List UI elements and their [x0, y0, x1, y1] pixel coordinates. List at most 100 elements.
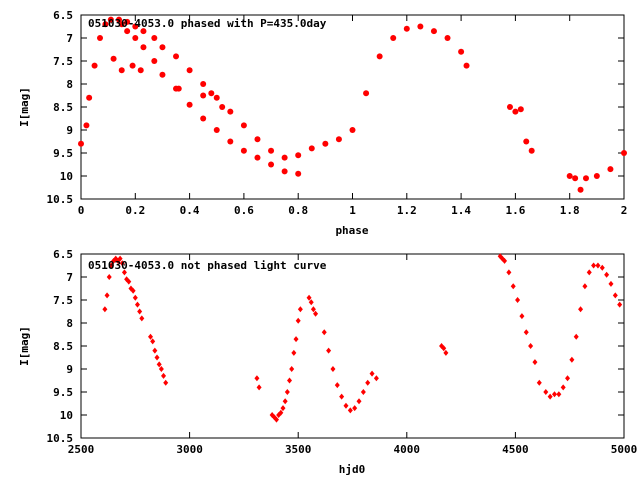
phased-data-point	[219, 104, 226, 110]
phased-data-point	[295, 170, 302, 177]
light-curve-x-tick-label: 4500	[502, 443, 529, 456]
phased-data-point	[118, 21, 125, 28]
phased-x-tick-label: 0.2	[125, 204, 145, 217]
phased-data-point	[512, 108, 519, 115]
light-curve-data-point	[617, 301, 623, 308]
phased-data-point	[208, 90, 215, 97]
phased-data-point	[97, 35, 104, 41]
light-curve-data-point	[326, 347, 332, 354]
light-curve-data-point	[360, 389, 366, 395]
phased-x-tick-label: 0	[78, 204, 85, 217]
light-curve-data-point	[352, 405, 358, 412]
light-curve-data-point	[560, 384, 566, 391]
light-curve-data-point	[308, 299, 314, 306]
phased-data-point	[240, 122, 247, 129]
light-curve-x-tick-label: 3000	[176, 443, 203, 456]
phased-data-point	[107, 16, 114, 23]
light-curve-data-point	[256, 384, 262, 391]
light-curve-data-point	[356, 398, 362, 405]
light-curve-data-point	[273, 416, 279, 423]
light-curve-data-point	[510, 283, 516, 290]
light-curve-data-point	[119, 260, 125, 267]
phased-data-point	[213, 127, 220, 133]
phased-data-point	[132, 23, 139, 30]
light-curve-data-point	[282, 398, 288, 405]
phased-data-point	[159, 44, 166, 51]
light-curve-data-point	[532, 359, 538, 366]
light-curve-data-point	[543, 389, 549, 395]
phased-x-tick-label: 1	[349, 204, 356, 217]
light-curve-data-point	[106, 274, 112, 280]
light-curve-x-tick-label: 2500	[68, 443, 95, 456]
phased-data-point	[390, 35, 397, 41]
phased-data-point	[124, 28, 131, 35]
light-curve-x-ticks: 2500 3000 3500 4000 4500 5000	[68, 254, 637, 456]
light-curve-y-tick-label: 9	[66, 363, 73, 376]
light-curve-x-tick-label: 3500	[285, 443, 312, 456]
light-curve-data-point	[578, 306, 584, 313]
phased-x-tick-label: 0.8	[288, 204, 308, 217]
light-curve-data-point	[126, 278, 132, 285]
phased-data-point	[577, 186, 584, 193]
light-curve-y-ticks: 6.5 7 7.5 8 8.5 9 9.5 10 10.5	[47, 248, 624, 445]
phased-data-point	[523, 138, 530, 145]
phased-data-point	[593, 173, 600, 179]
light-curve-data-point	[152, 347, 158, 354]
phased-x-tick-label: 2	[621, 204, 628, 217]
phased-data-point	[140, 44, 147, 51]
light-curve-data-point	[289, 366, 295, 372]
phased-data-point	[86, 94, 93, 101]
light-curve-data-point	[339, 393, 345, 400]
phased-data-point	[463, 62, 470, 69]
light-curve-data-point	[137, 308, 143, 315]
phased-data-point	[213, 94, 220, 101]
phased-data-point	[151, 58, 158, 64]
phased-data-point	[582, 175, 589, 182]
phased-x-tick-label: 1.8	[560, 204, 580, 217]
light-curve-data-point	[104, 292, 110, 299]
light-curve-data-point	[547, 393, 553, 400]
light-curve-data-point	[121, 269, 127, 276]
light-curve-data-point	[519, 313, 525, 320]
phased-data-point	[349, 127, 356, 133]
phased-x-tick-label: 1.4	[451, 204, 471, 217]
light-curve-data-point	[569, 356, 575, 363]
phased-data-point	[200, 92, 207, 99]
phased-y-tick-label: 8	[66, 78, 73, 91]
light-curve-data-point	[599, 264, 605, 271]
light-curve-data-point	[586, 269, 592, 276]
phased-data-point	[124, 18, 131, 25]
light-curve-data-point	[515, 297, 521, 303]
light-curve-data-point	[347, 407, 353, 414]
light-curve-data-point	[291, 349, 297, 356]
phased-data-point	[254, 154, 261, 161]
phased-data-point	[444, 35, 451, 41]
phased-data-point	[118, 67, 125, 74]
phased-data-point	[376, 53, 383, 60]
light-curve-data-point	[441, 345, 447, 352]
phased-data-point	[607, 166, 614, 173]
light-curve-data-point	[293, 336, 299, 343]
light-curve-data-point	[148, 333, 154, 340]
phased-data-point	[83, 122, 90, 129]
light-curve-data-point	[310, 306, 316, 313]
phased-data-point	[200, 81, 207, 87]
phased-plot-panel: 0 0.2 0.4 0.6 0.8 1 1.2 1.4 1.6 1.8 2 6.5 7 7.5 8 8.5 9…	[18, 9, 627, 237]
light-curve-points	[102, 253, 623, 423]
phased-data-point	[132, 35, 139, 41]
light-curve-data-point	[604, 271, 610, 278]
light-curve-data-point	[150, 338, 156, 345]
light-curve-data-point	[254, 375, 260, 382]
light-curve-data-point	[573, 333, 579, 340]
light-curve-data-point	[117, 255, 123, 262]
light-curve-data-point	[612, 292, 618, 299]
phased-data-point	[322, 140, 329, 147]
light-curve-title: 051030-4053.0 not phased light curve	[88, 259, 327, 272]
phased-data-point	[137, 67, 144, 74]
phased-data-point	[403, 25, 410, 32]
phased-data-point	[78, 140, 84, 147]
phased-data-point	[151, 35, 158, 41]
phased-data-point	[621, 150, 627, 156]
phased-y-tick-label: 10.5	[47, 193, 74, 206]
